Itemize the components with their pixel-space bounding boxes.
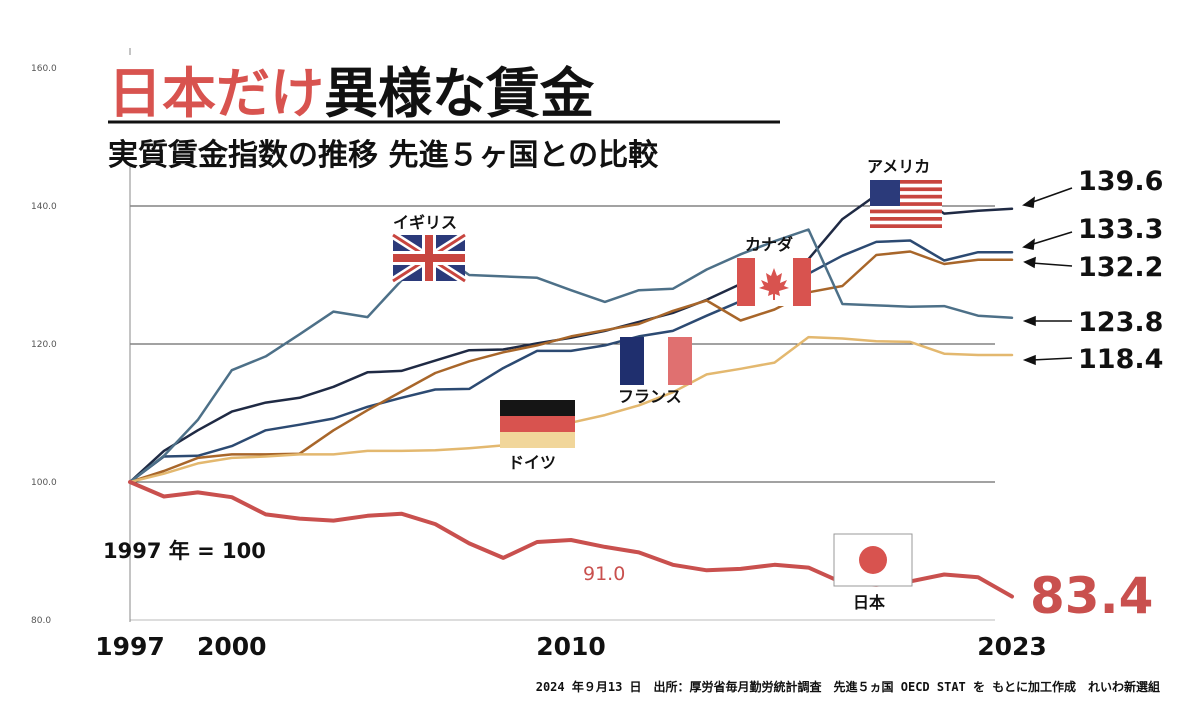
label-usa: アメリカ: [867, 157, 930, 176]
end-label-france: 132.2: [1078, 252, 1163, 283]
series-line-カナダ: [128, 239, 1014, 484]
series-line-フランス: [128, 250, 1014, 484]
y-tick-label: 120.0: [31, 340, 57, 350]
y-tick-label: 140.0: [31, 202, 57, 212]
y-tick-label: 80.0: [31, 616, 51, 626]
series-line-アメリカ: [128, 188, 1014, 484]
y-tick-labels: 80.0 100.0 120.0 140.0 160.0: [31, 64, 57, 626]
end-label-uk: 123.8: [1078, 307, 1163, 338]
x-tick-labels: 1997 2000 2010 2023: [95, 632, 1047, 661]
label-france: フランス: [618, 387, 682, 406]
label-canada: カナダ: [745, 235, 793, 254]
japan-annotation: 91.0: [583, 563, 625, 585]
end-label-canada: 133.3: [1078, 214, 1163, 245]
title-black-part: 異様な賃金: [324, 62, 595, 125]
end-label-usa: 139.6: [1078, 166, 1163, 197]
x-tick-label: 2023: [977, 632, 1047, 661]
germany-flag-icon: [500, 400, 575, 448]
base-year-note: 1997 年 = 100: [103, 539, 266, 563]
france-flag-icon: [620, 337, 692, 385]
series-line-イギリス: [128, 228, 1014, 484]
usa-flag-icon: [870, 180, 942, 228]
canada-flag-icon: [737, 258, 811, 306]
uk-flag-icon: [390, 231, 468, 285]
chart-subtitle: 実質賃金指数の推移 先進５ヶ国との比較: [108, 138, 659, 173]
label-japan: 日本: [853, 593, 885, 612]
title-red-part: 日本だけ: [108, 62, 324, 125]
chart-title: 日本だけ異様な賃金: [108, 62, 595, 125]
japan-flag-icon: [833, 533, 913, 587]
title-background: [100, 55, 790, 163]
end-label-japan: 83.4: [1030, 567, 1153, 625]
x-tick-label: 1997: [95, 632, 165, 661]
x-tick-label: 2010: [536, 632, 606, 661]
x-tick-label: 2000: [197, 632, 267, 661]
y-tick-label: 160.0: [31, 64, 57, 74]
source-note: 2024 年９月13 日 出所：厚労省毎月勤労統計調査 先進５ヵ国 OECD S…: [536, 679, 1160, 694]
end-value-arrows: [1022, 187, 1073, 366]
end-label-germany: 118.4: [1078, 344, 1163, 375]
y-tick-label: 100.0: [31, 478, 57, 488]
label-uk: イギリス: [393, 213, 457, 232]
label-germany: ドイツ: [508, 453, 556, 472]
gridlines: [130, 205, 995, 621]
